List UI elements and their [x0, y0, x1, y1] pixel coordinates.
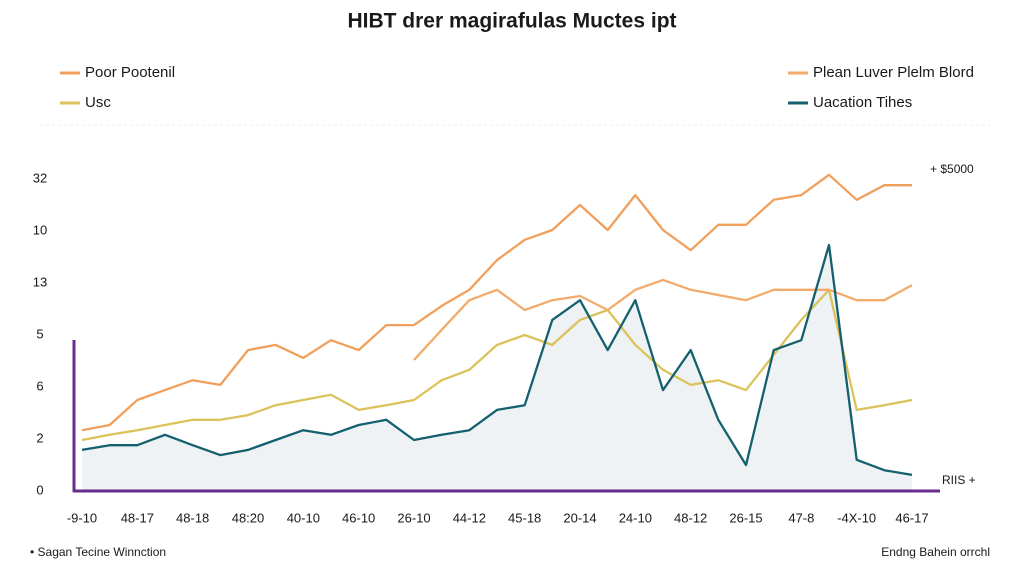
x-tick-label: 48-18 [176, 510, 209, 525]
y-tick-label: 6 [36, 378, 43, 393]
x-tick-label: 46-10 [342, 510, 375, 525]
x-tick-label: 20-14 [563, 510, 596, 525]
x-tick-label: 44-12 [453, 510, 486, 525]
legend-label: Uacation Tihes [813, 94, 912, 111]
footer-right: Endng Bahein orrchl [881, 545, 990, 559]
x-tick-label: 48-12 [674, 510, 707, 525]
y-tick-label: 32 [33, 170, 47, 185]
x-tick-label: 26-10 [397, 510, 430, 525]
x-tick-label: 45-18 [508, 510, 541, 525]
y-tick-label: 5 [36, 326, 43, 341]
legend-label: Plean Luver Plelm Blord [813, 64, 974, 81]
chart-title: HIBT drer magirafulas Muctes ipt [347, 10, 676, 33]
legend-label: Poor Pootenil [85, 64, 175, 81]
legend-label: Usc [85, 94, 111, 111]
series-line [81, 243, 913, 477]
series-line [413, 278, 913, 361]
y-tick-label: 2 [36, 430, 43, 445]
x-tick-label: -9-10 [67, 510, 97, 525]
x-tick-label: 26-15 [729, 510, 762, 525]
annotation: RIIS + [942, 473, 976, 487]
y-tick-label: 10 [33, 222, 47, 237]
area [82, 245, 912, 491]
x-tick-label: 24-10 [619, 510, 652, 525]
annotation: + $5000 [930, 162, 974, 176]
x-tick-label: 40-10 [287, 510, 320, 525]
series-line [81, 173, 912, 432]
lines [81, 173, 913, 477]
areas [82, 245, 912, 491]
y-tick-label: 0 [36, 482, 43, 497]
x-tick-label: 48-17 [121, 510, 154, 525]
x-tick-label: 47-8 [788, 510, 814, 525]
x-tick-label: -4X-10 [837, 510, 876, 525]
x-tick-label: 46-17 [895, 510, 928, 525]
y-tick-label: 13 [33, 274, 47, 289]
footer-left: • Sagan Tecine Winnction [30, 545, 166, 559]
x-tick-label: 48:20 [232, 510, 265, 525]
